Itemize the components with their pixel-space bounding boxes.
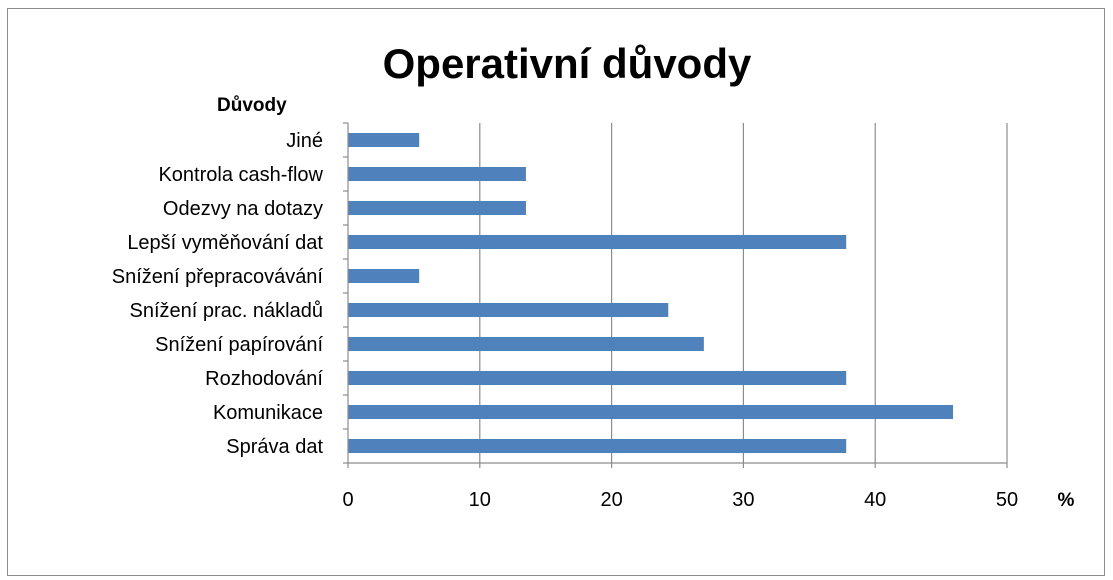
- tick-labels: 0 10 20 30 40 50: [342, 489, 1018, 511]
- category-label: Rozhodování: [205, 368, 323, 390]
- category-label: Odezvy na dotazy: [163, 198, 323, 220]
- axes: [343, 122, 1008, 468]
- x-tick-label: 10: [469, 489, 491, 511]
- x-tick-label: 40: [864, 489, 886, 511]
- category-label: Snížení papírování: [155, 334, 323, 356]
- chart-frame: [7, 8, 1105, 576]
- category-labels: Jiné Kontrola cash-flow Odezvy na dotazy Le…: [112, 130, 324, 458]
- category-label: Kontrola cash-flow: [158, 164, 323, 186]
- category-label: Komunikace: [213, 402, 323, 424]
- bar: [348, 167, 526, 181]
- bar: [348, 303, 669, 317]
- bar: [348, 439, 847, 453]
- bar: [348, 337, 704, 351]
- chart-title: Operativní důvody: [383, 40, 752, 87]
- x-tick-label: 0: [342, 489, 353, 511]
- category-label: Snížení přepracovávání: [112, 266, 324, 288]
- category-label: Správa dat: [226, 436, 323, 458]
- x-tick-label: 30: [732, 489, 754, 511]
- x-tick-label: 20: [600, 489, 622, 511]
- category-label: Jiné: [286, 130, 323, 152]
- bar: [348, 269, 420, 283]
- bar: [348, 201, 526, 215]
- category-label: Lepší vyměňování dat: [127, 232, 323, 254]
- bar: [348, 405, 953, 419]
- category-label: Snížení prac. nákladů: [130, 300, 323, 322]
- bar: [348, 371, 847, 385]
- x-axis-title: %: [1058, 490, 1075, 511]
- bars: [348, 133, 953, 453]
- bar: [348, 235, 847, 249]
- y-axis-title: Důvody: [217, 95, 287, 116]
- x-tick-label: 50: [996, 489, 1018, 511]
- bar: [348, 133, 420, 147]
